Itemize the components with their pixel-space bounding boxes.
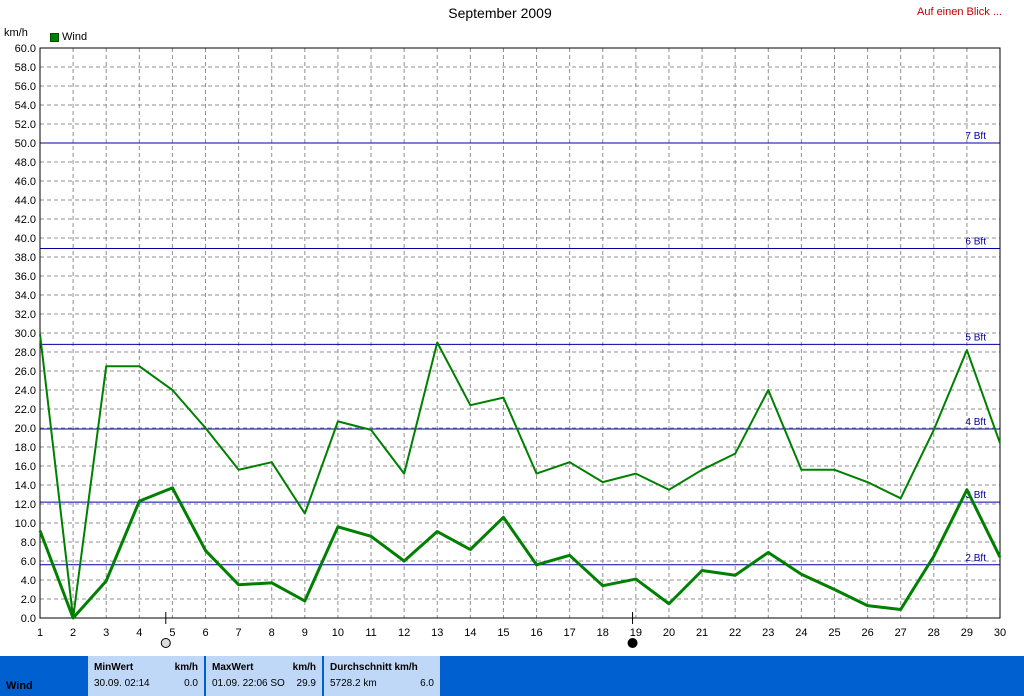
y-tick-label: 10.0: [15, 518, 36, 530]
x-tick-label: 21: [696, 627, 708, 639]
y-tick-label: 52.0: [15, 119, 36, 131]
x-tick-label: 19: [630, 627, 642, 639]
legend-swatch: [50, 32, 59, 42]
y-tick-label: 54.0: [15, 100, 36, 112]
series-line-average: [38, 486, 1002, 620]
y-tick-label: 44.0: [15, 195, 36, 207]
x-tick-label: 20: [663, 627, 675, 639]
x-tick-label: 6: [202, 627, 208, 639]
x-tick-label: 5: [169, 627, 175, 639]
min-value: 0.0: [184, 678, 198, 689]
page-title: September 2009: [448, 5, 552, 21]
y-tick-label: 56.0: [15, 81, 36, 93]
y-tick-label: 58.0: [15, 62, 36, 74]
y-tick-label: 38.0: [15, 252, 36, 264]
x-tick-label: 11: [365, 627, 376, 639]
avg-box: Durchschnitt km/h 5728.2 km 6.0: [324, 656, 440, 696]
x-tick-label: 22: [729, 627, 741, 639]
y-tick-label: 32.0: [15, 309, 36, 321]
x-tick-label: 29: [961, 627, 973, 639]
y-tick-label: 24.0: [15, 385, 36, 397]
beaufort-label: 4 Bft: [965, 417, 986, 428]
beaufort-label: 5 Bft: [965, 332, 986, 343]
beaufort-label: 6 Bft: [965, 236, 986, 247]
y-tick-label: 30.0: [15, 328, 36, 340]
beaufort-label: 2 Bft: [965, 553, 986, 564]
y-tick-label: 46.0: [15, 176, 36, 188]
x-tick-label: 13: [431, 627, 443, 639]
max-header: MaxWert: [212, 662, 254, 673]
max-unit: km/h: [292, 662, 316, 673]
y-tick-label: 26.0: [15, 366, 36, 378]
y-unit-label: km/h: [4, 27, 28, 39]
x-tick-label: 3: [103, 627, 109, 639]
min-header: MinWert: [94, 662, 134, 673]
y-tick-label: 42.0: [15, 214, 36, 226]
series-line-max: [39, 333, 1001, 619]
x-tick-label: 4: [136, 627, 142, 639]
summary-name: Wind: [0, 656, 88, 696]
plot-frame: [39, 47, 1001, 619]
x-tick-label: 25: [828, 627, 840, 639]
y-tick-label: 12.0: [15, 499, 36, 511]
beaufort-label: 3 Bft: [965, 490, 986, 501]
y-tick-label: 2.0: [21, 594, 36, 606]
overview-link[interactable]: Auf einen Blick ...: [917, 6, 1002, 18]
y-tick-label: 0.0: [21, 613, 36, 625]
x-tick-label: 8: [269, 627, 275, 639]
x-tick-label: 1: [37, 627, 43, 639]
avg-header: Durchschnitt km/h: [330, 662, 418, 673]
min-unit: km/h: [174, 662, 198, 673]
full-moon-icon: [160, 638, 171, 648]
x-tick-label: 23: [762, 627, 774, 639]
legend: Wind: [50, 31, 87, 43]
y-tick-label: 4.0: [21, 575, 36, 587]
y-tick-label: 8.0: [21, 537, 36, 549]
y-tick-label: 16.0: [15, 461, 36, 473]
wind-chart: 0.0 2.0 4.0 6.0 8.0 10.0 12.0 14.0 16.0 18.0 20.0 2…: [15, 43, 1006, 648]
y-tick-label: 14.0: [15, 480, 36, 492]
max-value: 29.9: [296, 678, 316, 689]
x-tick-label: 27: [895, 627, 907, 639]
x-tick-label: 30: [994, 627, 1006, 639]
y-tick-label: 18.0: [15, 442, 36, 454]
y-tick-label: 22.0: [15, 404, 36, 416]
beaufort-label: 7 Bft: [965, 131, 986, 142]
avg-value: 6.0: [420, 678, 434, 689]
y-tick-label: 40.0: [15, 233, 36, 245]
x-tick-label: 28: [928, 627, 940, 639]
min-date: 30.09. 02:14: [94, 678, 150, 689]
y-tick-label: 34.0: [15, 290, 36, 302]
y-tick-label: 60.0: [15, 43, 36, 55]
new-moon-icon: [627, 638, 638, 648]
x-tick-label: 26: [861, 627, 873, 639]
x-tick-label: 24: [795, 627, 807, 639]
y-tick-label: 36.0: [15, 271, 36, 283]
x-tick-label: 7: [236, 627, 242, 639]
x-tick-label: 9: [302, 627, 308, 639]
y-tick-label: 6.0: [21, 556, 36, 568]
x-tick-label: 14: [464, 627, 476, 639]
legend-label: Wind: [62, 31, 88, 43]
x-tick-label: 15: [497, 627, 509, 639]
x-tick-label: 18: [597, 627, 609, 639]
y-tick-label: 48.0: [15, 157, 36, 169]
x-tick-label: 10: [332, 627, 344, 639]
y-tick-label: 20.0: [15, 423, 36, 435]
y-tick-label: 50.0: [15, 138, 36, 150]
x-tick-label: 2: [70, 627, 76, 639]
max-date: 01.09. 22:06 SO: [212, 678, 285, 689]
summary-bar: Wind MinWert km/h 30.09. 02:14 0.0 MaxWe…: [0, 656, 1024, 696]
avg-distance: 5728.2 km: [330, 678, 377, 689]
x-tick-label: 17: [564, 627, 576, 639]
max-box: MaxWert km/h 01.09. 22:06 SO 29.9: [206, 656, 322, 696]
x-tick-label: 12: [398, 627, 410, 639]
x-tick-label: 16: [530, 627, 542, 639]
min-box: MinWert km/h 30.09. 02:14 0.0: [88, 656, 204, 696]
y-tick-label: 28.0: [15, 347, 36, 359]
